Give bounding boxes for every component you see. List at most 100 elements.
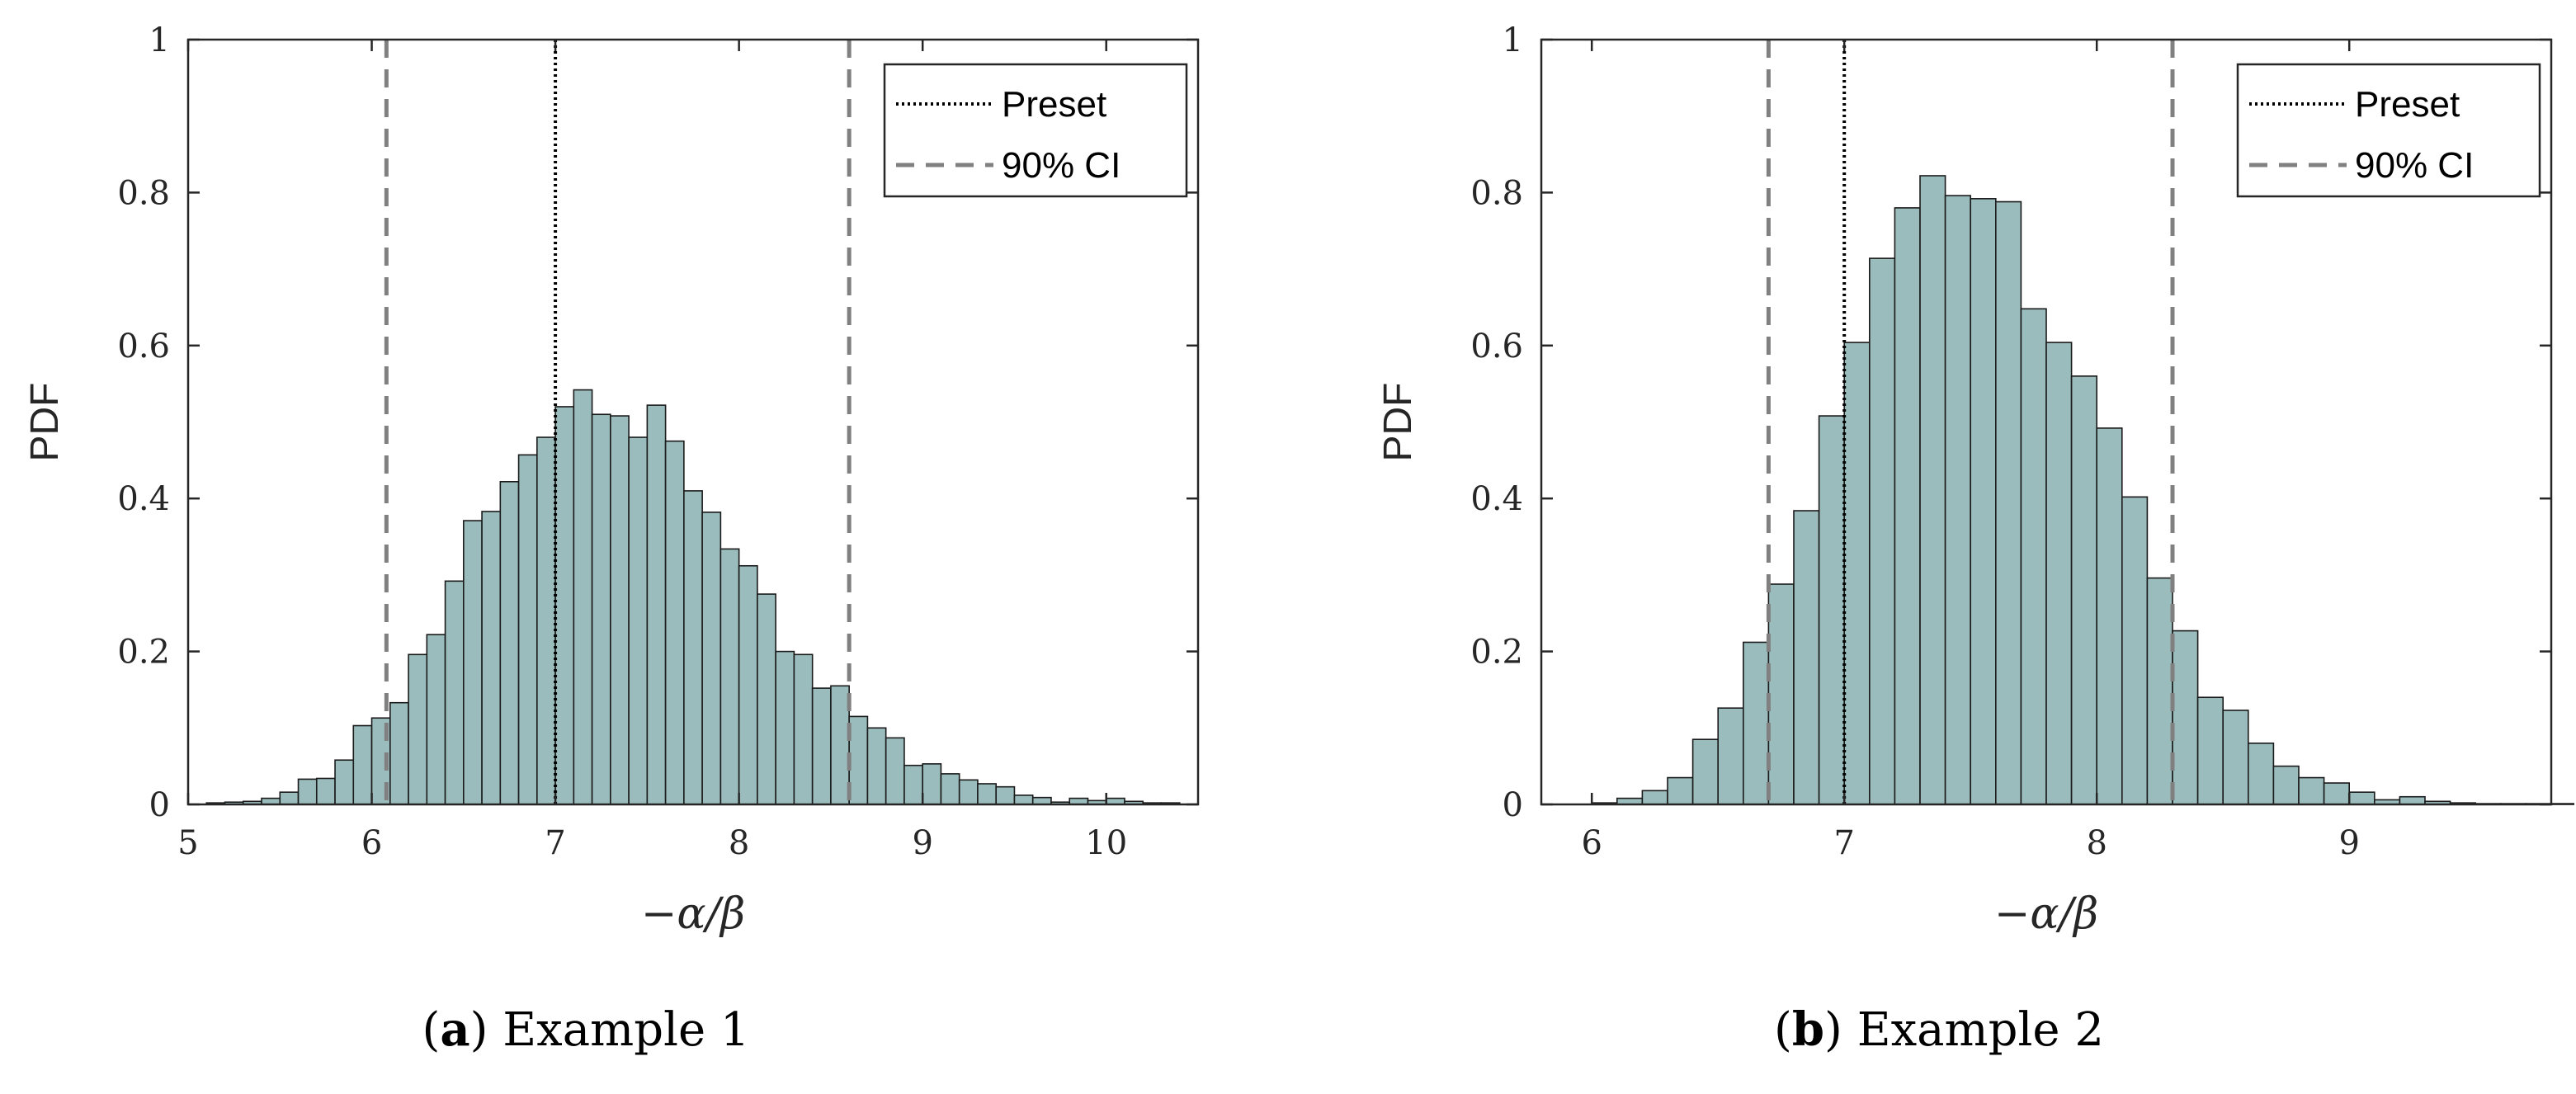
x-axis-label: −α/β — [641, 889, 745, 939]
histogram-bar — [408, 653, 428, 805]
y-tick-label: 0.8 — [117, 174, 170, 212]
histogram-bar — [1691, 738, 1720, 805]
histogram-bar — [922, 763, 942, 805]
histogram-bar — [903, 764, 923, 805]
histogram-bar — [2348, 791, 2375, 805]
histogram-bar — [463, 520, 483, 805]
caption-example-2: (b) Example 2 — [1774, 1002, 2104, 1057]
histogram-bar — [1717, 707, 1744, 805]
legend-label: 90% CI — [1002, 145, 1121, 186]
histogram-bar — [334, 759, 355, 805]
histogram-bar — [701, 512, 722, 805]
histogram-bar — [1868, 257, 1896, 805]
histogram-bar — [2096, 427, 2123, 805]
y-tick-label: 0.6 — [117, 328, 170, 365]
histogram-bar — [1894, 207, 1921, 805]
caption-letter: a — [440, 1002, 470, 1057]
histogram-bar — [1742, 641, 1770, 805]
legend: Preset 90% CI — [883, 63, 1188, 198]
histogram-bar — [2146, 577, 2173, 805]
histogram-bar — [775, 650, 795, 805]
y-axis-label: PDF — [1376, 383, 1420, 462]
histogram-bar — [517, 454, 538, 805]
bars — [205, 389, 1181, 805]
histogram-bar — [1818, 415, 1845, 805]
y-tick-label: 0.4 — [117, 480, 170, 518]
histogram-bar — [940, 773, 960, 805]
histogram-bar — [995, 785, 1016, 805]
histogram-chart-example-1: 5 6 7 8 9 10 0 0.2 0.4 0.6 0.8 1 PDF −α/β Preset 90% CI — [23, 21, 1200, 939]
y-tick-label: 1 — [1503, 21, 1523, 59]
caption-text: Example 2 — [1842, 1003, 2104, 1057]
histogram-bar — [536, 436, 556, 805]
caption-letter: b — [1791, 1002, 1825, 1057]
bars — [1591, 175, 2574, 805]
legend-box — [883, 63, 1188, 198]
histogram-bar — [279, 791, 300, 805]
y-tick-label: 1 — [149, 21, 170, 59]
histogram-bar — [2196, 696, 2224, 805]
x-tick-label: 10 — [1085, 824, 1127, 862]
histogram-bar — [1793, 510, 1820, 805]
histogram-bar — [757, 593, 776, 805]
histogram-chart-example-2: 6 7 8 9 0 0.2 0.4 0.6 0.8 1 PDF −α/β Preset 90% CI — [1376, 21, 2574, 939]
histogram-bar — [738, 564, 758, 805]
legend-box — [2236, 63, 2541, 198]
histogram-bar — [1970, 198, 1997, 805]
histogram-bar — [610, 415, 630, 805]
histogram-bar — [719, 548, 740, 805]
histogram-bar — [1031, 796, 1052, 805]
histogram-bar — [389, 701, 409, 805]
histogram-bar — [573, 389, 593, 805]
histogram-bar — [2248, 743, 2275, 805]
histogram-bar — [315, 777, 336, 805]
y-tick-label: 0.2 — [117, 634, 170, 672]
histogram-bar — [2298, 776, 2325, 805]
histogram-bar — [1667, 776, 1694, 805]
y-tick-label: 0 — [1503, 786, 1523, 824]
y-tick-label: 0.4 — [1470, 480, 1523, 518]
legend-label: Preset — [2355, 84, 2460, 125]
histogram-bar — [1641, 790, 1668, 805]
histogram-bar — [2045, 342, 2073, 805]
histogram-bar — [958, 779, 979, 805]
histogram-bar — [2222, 710, 2249, 805]
histogram-bar — [444, 580, 465, 805]
histogram-bar — [2070, 375, 2097, 805]
histogram-bar — [297, 778, 318, 805]
y-tick-label: 0.6 — [1470, 328, 1523, 365]
caption-text: Example 1 — [488, 1003, 750, 1057]
x-tick-label: 9 — [912, 824, 932, 862]
y-tick-label: 0.2 — [1470, 634, 1523, 672]
axes-box — [1540, 38, 2553, 806]
histogram-bar — [830, 685, 850, 805]
legend-label: Preset — [1002, 84, 1106, 125]
histogram-bar — [1944, 195, 1971, 805]
histogram-bar — [793, 653, 814, 805]
histogram-bar — [866, 727, 887, 805]
histogram-bar — [683, 490, 703, 805]
histogram-bar — [591, 413, 611, 805]
histogram-bar — [664, 440, 685, 805]
histogram-bar — [2121, 496, 2149, 805]
histogram-bar — [352, 724, 373, 805]
histogram-bar — [628, 436, 649, 805]
x-tick-label: 7 — [545, 824, 565, 862]
histogram-bar — [2399, 795, 2426, 805]
x-tick-label: 9 — [2338, 824, 2359, 862]
caption-example-1: (a) Example 1 — [422, 1002, 750, 1057]
histogram-bar — [811, 687, 832, 805]
histogram-bar — [481, 511, 502, 805]
histogram-bar — [499, 481, 520, 805]
x-tick-label: 8 — [2086, 824, 2107, 862]
histogram-bar — [977, 783, 997, 805]
legend: Preset 90% CI — [2236, 63, 2541, 198]
histogram-bar — [1843, 342, 1871, 805]
histogram-bar — [2172, 630, 2199, 805]
axes-box — [186, 38, 1200, 806]
x-tick-label: 6 — [361, 824, 382, 862]
histogram-bar — [426, 634, 446, 805]
histogram-bar — [1013, 795, 1034, 805]
histogram-bar — [2323, 782, 2350, 805]
histogram-bar — [554, 406, 575, 805]
